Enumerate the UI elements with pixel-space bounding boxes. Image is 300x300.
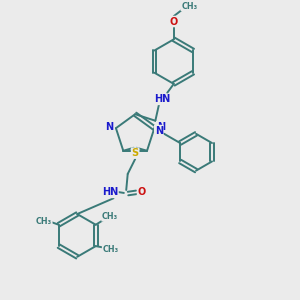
Text: CH₃: CH₃ [103, 244, 119, 253]
Text: S: S [132, 148, 139, 158]
Text: N: N [155, 125, 163, 136]
Text: HN: HN [154, 94, 170, 104]
Text: N: N [157, 122, 165, 132]
Text: O: O [138, 187, 146, 197]
Text: CH₃: CH₃ [102, 212, 118, 221]
Text: O: O [169, 16, 178, 26]
Text: CH₃: CH₃ [36, 217, 52, 226]
Text: N: N [105, 122, 113, 132]
Text: HN: HN [102, 187, 118, 197]
Text: CH₃: CH₃ [181, 2, 197, 10]
